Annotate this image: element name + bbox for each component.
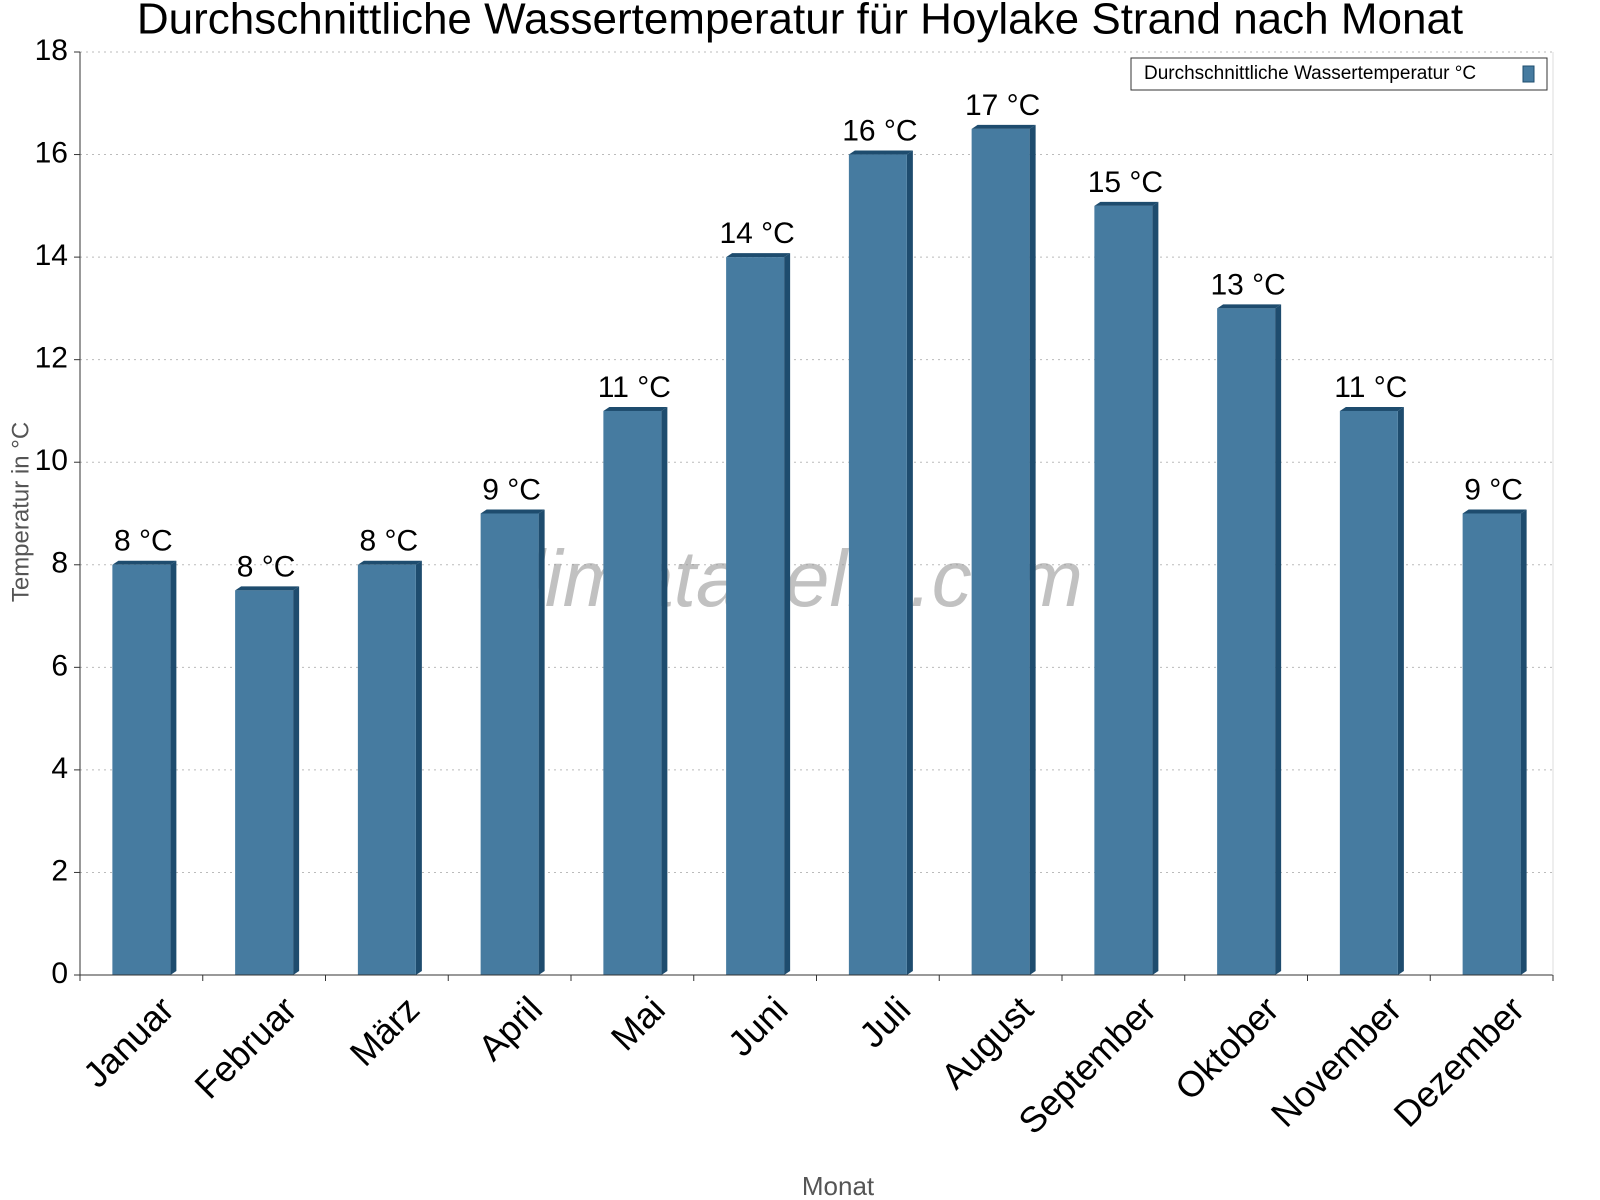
value-label: 17 °C (965, 89, 1040, 122)
bar-side (415, 560, 422, 975)
bar-side (784, 253, 791, 976)
bar (1094, 201, 1159, 976)
bar-face (357, 564, 416, 975)
x-tick-label: August (933, 988, 1041, 1096)
bar-face (603, 410, 662, 975)
legend-label: Durchschnittliche Wassertemperatur °C (1144, 63, 1476, 84)
bar-face (1094, 205, 1153, 976)
bar-top (726, 253, 791, 258)
bar-face (112, 564, 171, 975)
bar (112, 560, 177, 975)
bar (971, 124, 1036, 975)
bar-face (726, 257, 785, 976)
value-label: 11 °C (598, 371, 671, 404)
y-tick-label: 10 (35, 444, 68, 477)
x-tick-label: Juli (851, 988, 918, 1055)
bar-side (1275, 304, 1282, 975)
y-tick-label: 12 (35, 342, 68, 375)
x-tick-label: Januar (75, 988, 182, 1095)
value-label: 8 °C (360, 525, 419, 558)
bar-side (293, 586, 300, 975)
bar-side (1397, 406, 1404, 975)
value-label: 13 °C (1210, 268, 1285, 301)
y-tick-label: 4 (51, 752, 68, 785)
bar-top (480, 509, 545, 514)
x-tick-label: Oktober (1167, 988, 1287, 1108)
chart-title: Durchschnittliche Wassertemperatur für H… (137, 0, 1463, 44)
bar-top (357, 560, 422, 565)
bar-face (1339, 410, 1398, 975)
legend: Durchschnittliche Wassertemperatur °C (1130, 57, 1548, 91)
bar-top (1094, 201, 1159, 206)
legend-box (1130, 57, 1548, 91)
bar-top (1339, 406, 1404, 411)
bar (1462, 509, 1527, 975)
bar (848, 150, 913, 976)
y-tick-label: 18 (35, 34, 68, 67)
value-label: 8 °C (237, 550, 296, 583)
bar-top (971, 124, 1036, 129)
x-tick-label: April (470, 988, 550, 1068)
bar-top (1462, 509, 1527, 514)
bar-side (170, 560, 177, 975)
x-axis-label: Monat (802, 1171, 875, 1200)
x-tick-label: März (342, 988, 428, 1074)
x-tick-label: November (1263, 988, 1409, 1134)
value-label: 14 °C (719, 217, 794, 250)
y-axis-label: Temperatur in °C (7, 422, 34, 602)
bar (603, 406, 668, 975)
bar (357, 560, 422, 975)
bar-top (235, 586, 300, 591)
bar-top (112, 560, 177, 565)
bar-face (848, 154, 907, 976)
bar (235, 586, 300, 975)
bar-side (1152, 201, 1159, 976)
legend-swatch (1522, 65, 1535, 83)
bar-top (603, 406, 668, 411)
value-label: 9 °C (482, 473, 541, 506)
y-tick-label: 2 (51, 854, 68, 887)
value-label: 16 °C (842, 114, 917, 147)
bar (1339, 406, 1404, 975)
value-label: 9 °C (1464, 473, 1523, 506)
bar-face (1462, 513, 1521, 975)
bar-side (1520, 509, 1527, 975)
bar-top (848, 150, 913, 155)
bar-side (661, 406, 668, 975)
bar-face (480, 513, 539, 975)
value-label: 8 °C (114, 525, 173, 558)
bar-side (538, 509, 545, 975)
x-tick-label: Mai (603, 988, 673, 1058)
bar-face (1217, 308, 1276, 975)
bar (726, 253, 791, 976)
bar (480, 509, 545, 975)
bar-face (971, 128, 1030, 975)
value-label: 11 °C (1334, 371, 1407, 404)
y-tick-label: 6 (51, 649, 68, 682)
bar-side (906, 150, 913, 976)
y-tick-label: 14 (35, 239, 68, 272)
bar-face (235, 590, 294, 975)
x-tick-label: Dezember (1386, 988, 1532, 1134)
y-tick-label: 0 (51, 957, 68, 990)
bar-top (1217, 304, 1282, 309)
value-label: 15 °C (1088, 166, 1163, 199)
bar (1217, 304, 1282, 975)
x-tick-label: Februar (186, 988, 304, 1106)
bar-side (1029, 124, 1036, 975)
y-tick-label: 8 (51, 547, 68, 580)
x-tick-label: Juni (720, 988, 796, 1064)
y-tick-label: 16 (35, 136, 68, 169)
